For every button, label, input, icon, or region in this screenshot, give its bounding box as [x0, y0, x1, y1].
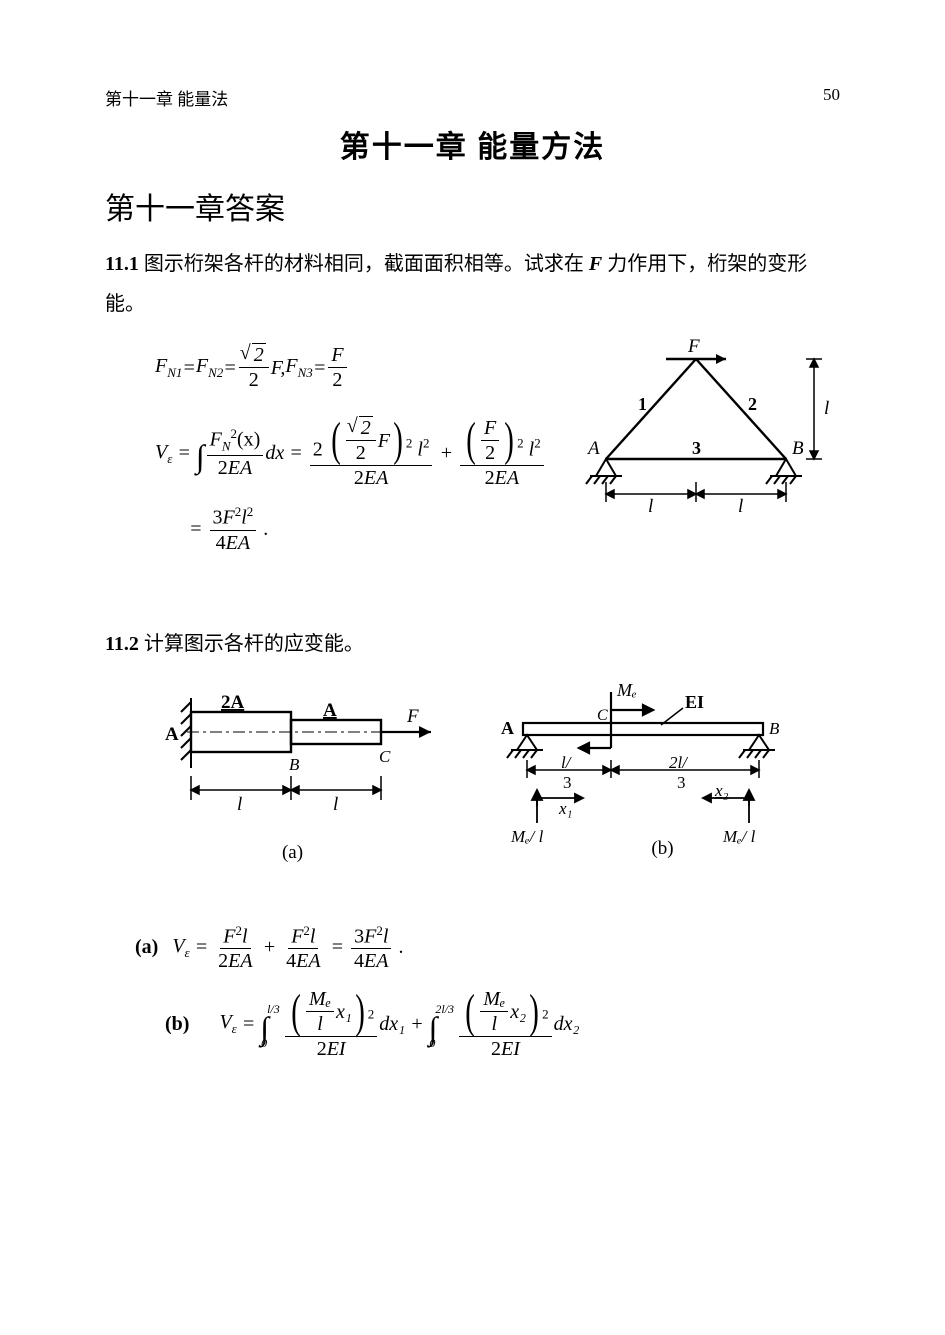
problem-text-2: 计算图示各杆的应变能。 — [139, 633, 364, 655]
dx: dx — [265, 440, 284, 466]
truss-member-3: 3 — [692, 438, 701, 458]
fig-b-dim-right-bot: 3 — [677, 773, 686, 792]
eq-sign-2: = — [223, 355, 237, 381]
frac-result: 3F2l2 4EA — [210, 505, 257, 554]
figure-a-svg: A 2A A F B C l l — [143, 678, 443, 838]
fig-b-dim-left-bot: 3 — [563, 773, 572, 792]
truss-member-1: 1 — [638, 394, 647, 414]
fig-b-Me: Mₑ — [616, 680, 637, 700]
figure-b: Mₑ EI A C B l/ 3 2l/ 3 x₁ x₂ Mₑ/ l Mₑ/ l… — [483, 678, 803, 884]
problem-11-2-text: 11.2 计算图示各杆的应变能。 — [105, 624, 840, 664]
truss-dim-l1: l — [648, 496, 653, 517]
problem-number-2: 11.2 — [105, 633, 139, 655]
truss-node-b: B — [792, 438, 804, 459]
eq-sign: = — [182, 355, 196, 381]
header-page-number: 50 — [823, 85, 840, 110]
truss-member-2: 2 — [748, 394, 757, 414]
fig-b-react-right: Mₑ/ l — [722, 827, 756, 846]
truss-node-a: A — [586, 438, 600, 459]
fig-b-EI: EI — [685, 692, 704, 712]
fig-b-react-left: Mₑ/ l — [510, 827, 544, 846]
frac-integrand: FN2(x) 2EA — [207, 427, 264, 479]
ans-b-int2: Mₑlx₂2 2EI — [459, 988, 551, 1060]
answer-a-label: (a) — [135, 936, 158, 959]
answer-heading: 第十一章答案 — [105, 184, 840, 228]
page-header: 第十一章 能量法 50 — [105, 85, 840, 110]
figure-b-svg: Mₑ EI A C B l/ 3 2l/ 3 x₁ x₂ Mₑ/ l Mₑ/ l — [483, 678, 803, 858]
equations-11-1: FN1 = FN2 = 2 2 F, FN3 = F 2 Vε — [155, 334, 546, 564]
answer-b: (b) Vε = ∫l/30 Mₑlx₁2 2EI dx₁ + ∫2l/30 M… — [165, 988, 840, 1060]
dx1: dx₁ — [379, 1013, 405, 1036]
fig-a-A: A — [165, 724, 179, 745]
integral-icon: ∫ — [196, 436, 205, 478]
truss-f-label: F — [687, 336, 700, 357]
fig-b-dim-left-top: l/ — [561, 753, 573, 772]
eq-sign-3: = — [313, 355, 327, 381]
problem-text-a: 图示桁架各杆的材料相同，截面面积相等。试求在 — [139, 253, 589, 275]
header-left: 第十一章 能量法 — [105, 85, 228, 110]
dx2: dx₂ — [554, 1013, 580, 1036]
fig-b-x2: x₂ — [714, 781, 729, 800]
eq-11-1-result: = 3F2l2 4EA . — [189, 505, 546, 554]
problem-number: 11.1 — [105, 253, 139, 275]
truss-dim-l2: l — [738, 496, 743, 517]
fig-a-C: C — [379, 747, 391, 766]
frac-f-2: F 2 — [328, 344, 346, 391]
truss-dim-h: l — [824, 398, 829, 419]
problem-11-1-row: FN1 = FN2 = 2 2 F, FN3 = F 2 Vε — [105, 334, 840, 564]
fig-b-A: A — [501, 718, 514, 738]
fig-a-l2: l — [333, 794, 338, 815]
ans-a-t3: 3F2l 4EA — [351, 924, 391, 973]
truss-diagram: F 1 2 3 A B l l l — [566, 334, 846, 534]
page: 第十一章 能量法 50 第十一章 能量方法 第十一章答案 11.1 图示桁架各杆… — [0, 0, 945, 1335]
fig-b-dim-right-top: 2l/ — [669, 753, 689, 772]
v-eps: Vε — [155, 439, 172, 468]
eq-11-1-forces: FN1 = FN2 = 2 2 F, FN3 = F 2 — [155, 344, 546, 391]
fig-b-C: C — [597, 707, 608, 724]
fig-b-B: B — [769, 719, 780, 738]
fig-b-x1: x₁ — [558, 799, 572, 818]
fn2-sym: FN2 — [196, 353, 223, 382]
answer-b-label: (b) — [165, 1013, 189, 1036]
frac-term2: F22 l2 2EA — [460, 417, 544, 489]
ans-a-t2: F2l 4EA — [283, 924, 323, 973]
chapter-title: 第十一章 能量方法 — [105, 122, 840, 166]
frac-sqrt2-2: 2 2 — [239, 344, 269, 391]
fig-a-l1: l — [237, 794, 242, 815]
problem-11-2: 11.2 计算图示各杆的应变能。 — [105, 624, 840, 1061]
fig-a-caption: (a) — [282, 842, 303, 864]
fig-a-B: B — [289, 755, 300, 774]
frac-term1: 2 22F2 l2 2EA — [310, 417, 433, 489]
fig-a-F: F — [406, 706, 419, 727]
problem-11-1-text: 11.1 图示桁架各杆的材料相同，截面面积相等。试求在 F 力作用下，桁架的变形… — [105, 244, 840, 324]
figures-row: A 2A A F B C l l (a) — [105, 678, 840, 884]
ans-b-int1: Mₑlx₁2 2EI — [285, 988, 377, 1060]
answer-a: (a) Vε = F2l 2EA + F2l 4EA = 3F2l 4EA . — [135, 924, 840, 973]
fn1-sym: FN1 — [155, 353, 182, 382]
fig-b-caption: (b) — [651, 838, 673, 860]
f-tail: F, — [271, 355, 286, 381]
eq-11-1-strain-energy: Vε = ∫ FN2(x) 2EA dx = 2 22F2 l2 2EA — [155, 417, 546, 489]
ans-a-t1: F2l 2EA — [215, 924, 255, 973]
force-symbol: F — [589, 253, 602, 275]
fn3-sym: FN3 — [285, 353, 312, 382]
fig-a-2A: 2A — [221, 692, 245, 713]
fig-a-segA: A — [323, 700, 337, 721]
figure-a: A 2A A F B C l l (a) — [143, 678, 443, 884]
